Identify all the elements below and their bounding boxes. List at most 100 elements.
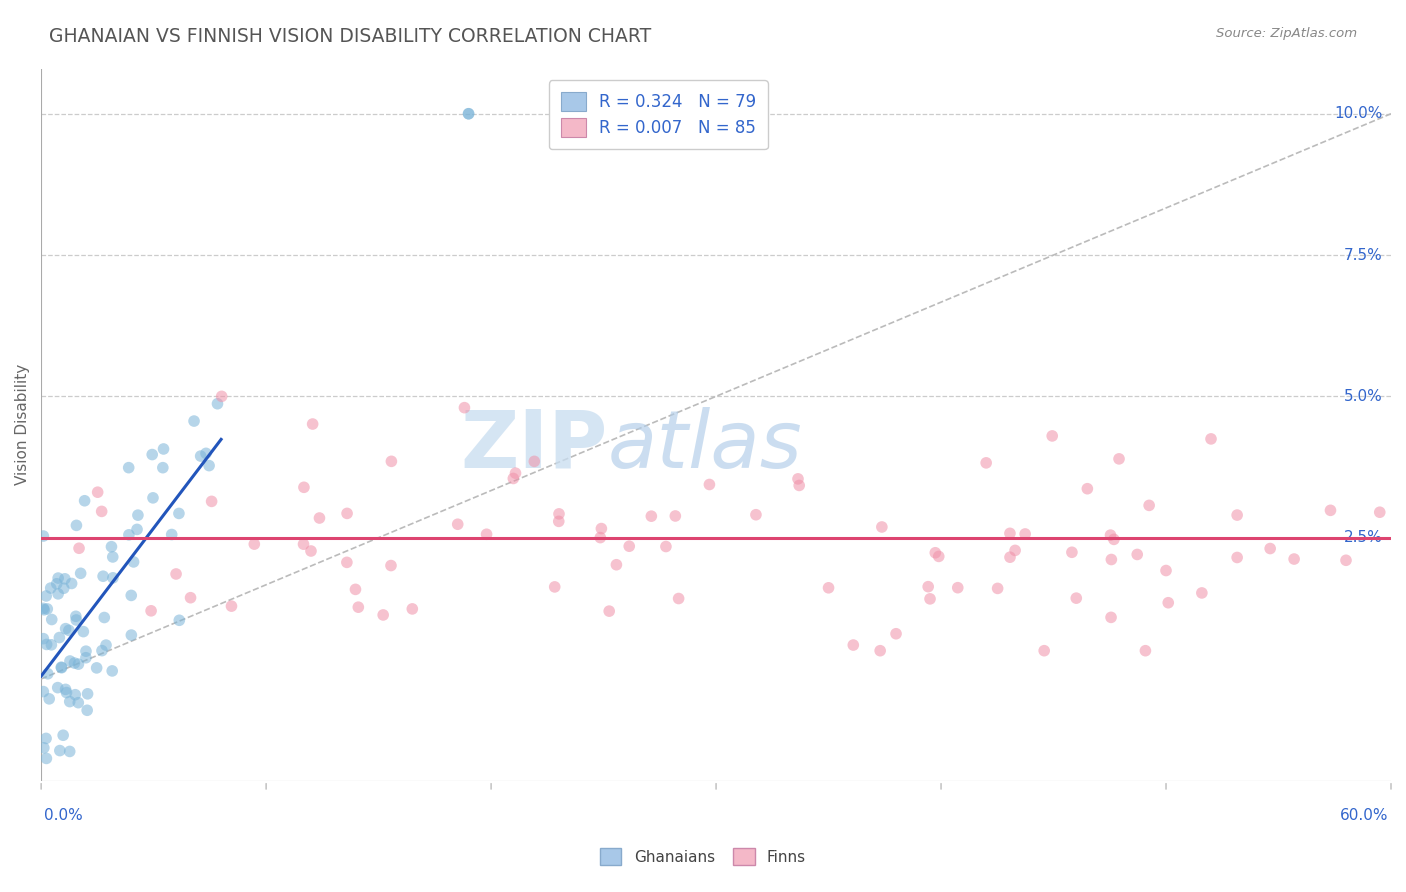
Point — [336, 507, 359, 521]
Text: 10.0%: 10.0% — [1334, 106, 1382, 121]
Point — [243, 537, 266, 551]
Point — [301, 417, 323, 431]
Point — [58, 624, 80, 638]
Point — [1154, 564, 1177, 578]
Point — [101, 571, 124, 585]
Point — [842, 638, 865, 652]
Point — [1368, 505, 1391, 519]
Legend: Ghanaians, Finns: Ghanaians, Finns — [593, 842, 813, 871]
Point — [41, 613, 63, 627]
Point — [373, 607, 395, 622]
Point — [35, 731, 58, 746]
Point — [787, 478, 810, 492]
Point — [59, 654, 82, 668]
Point — [55, 685, 77, 699]
Point — [1099, 528, 1122, 542]
Text: Source: ZipAtlas.com: Source: ZipAtlas.com — [1216, 27, 1357, 40]
Point — [118, 460, 141, 475]
Point — [292, 480, 315, 494]
Point — [1004, 543, 1026, 558]
Point — [51, 661, 73, 675]
Point — [1040, 429, 1063, 443]
Point — [152, 460, 174, 475]
Point — [401, 602, 423, 616]
Text: 60.0%: 60.0% — [1340, 808, 1388, 823]
Point — [141, 448, 163, 462]
Point — [65, 518, 87, 533]
Point — [974, 456, 997, 470]
Point — [924, 546, 946, 560]
Point — [745, 508, 768, 522]
Point — [152, 442, 174, 456]
Point — [308, 511, 330, 525]
Point — [91, 643, 114, 657]
Point — [35, 637, 58, 651]
Point — [1064, 591, 1087, 606]
Point — [72, 624, 94, 639]
Point — [59, 695, 82, 709]
Point — [502, 471, 524, 485]
Point — [1258, 541, 1281, 556]
Point — [1282, 552, 1305, 566]
Point — [1191, 586, 1213, 600]
Point — [75, 650, 97, 665]
Point — [884, 626, 907, 640]
Point — [211, 389, 233, 403]
Point — [523, 454, 546, 468]
Point — [160, 527, 183, 541]
Point — [32, 603, 55, 617]
Point — [547, 514, 569, 528]
Point — [69, 566, 91, 581]
Point — [93, 610, 115, 624]
Point — [347, 600, 370, 615]
Point — [73, 493, 96, 508]
Text: 5.0%: 5.0% — [1344, 389, 1382, 404]
Point — [655, 540, 678, 554]
Point — [35, 589, 58, 603]
Point — [1099, 552, 1122, 566]
Point — [76, 703, 98, 717]
Point — [46, 587, 69, 601]
Point — [67, 657, 90, 672]
Point — [100, 540, 122, 554]
Point — [32, 684, 55, 698]
Point — [167, 507, 190, 521]
Text: atlas: atlas — [607, 407, 803, 485]
Point — [1157, 596, 1180, 610]
Point — [918, 591, 941, 606]
Point — [195, 446, 218, 460]
Point — [67, 541, 90, 556]
Point — [1319, 503, 1341, 517]
Point — [344, 582, 367, 597]
Point — [668, 591, 690, 606]
Point — [299, 544, 322, 558]
Text: GHANAIAN VS FINNISH VISION DISABILITY CORRELATION CHART: GHANAIAN VS FINNISH VISION DISABILITY CO… — [49, 27, 651, 45]
Point — [125, 522, 148, 536]
Point — [589, 531, 612, 545]
Point — [1226, 550, 1249, 565]
Point — [118, 528, 141, 542]
Point — [292, 537, 315, 551]
Point — [336, 555, 359, 569]
Point — [45, 576, 67, 591]
Point — [457, 107, 479, 121]
Point — [127, 508, 149, 523]
Point — [94, 638, 117, 652]
Point — [46, 681, 69, 695]
Point — [41, 638, 63, 652]
Point — [869, 643, 891, 657]
Point — [101, 549, 124, 564]
Point — [32, 740, 55, 755]
Point — [1135, 643, 1157, 657]
Point — [664, 508, 686, 523]
Text: 2.5%: 2.5% — [1344, 530, 1382, 545]
Point — [53, 572, 76, 586]
Point — [699, 477, 721, 491]
Point — [90, 504, 112, 518]
Point — [928, 549, 950, 564]
Point — [51, 660, 73, 674]
Point — [55, 622, 77, 636]
Point — [55, 682, 77, 697]
Point — [998, 550, 1021, 565]
Point — [1334, 553, 1357, 567]
